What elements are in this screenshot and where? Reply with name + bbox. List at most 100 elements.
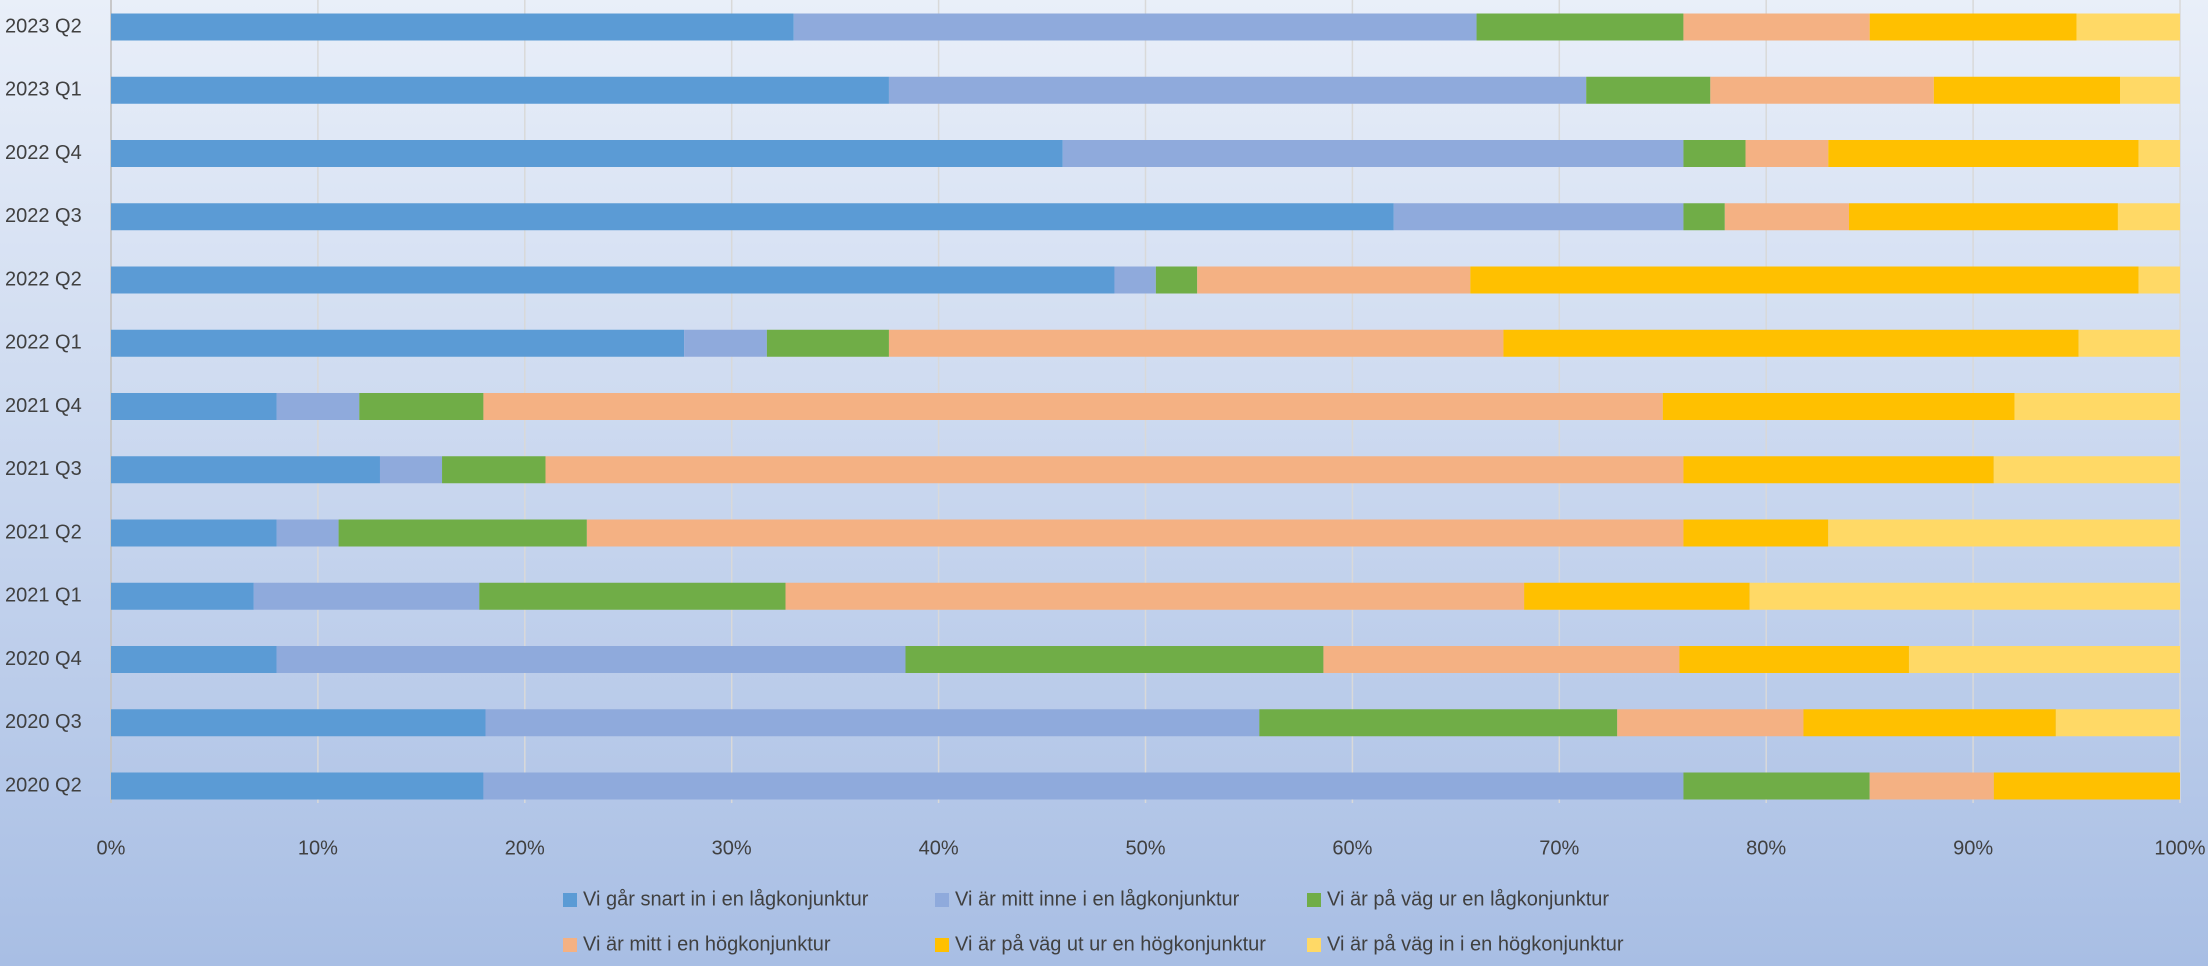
bar-segment <box>1683 772 1870 800</box>
bar-segment <box>1828 519 2180 547</box>
bar-segment <box>485 709 1260 737</box>
bar-segment <box>1828 140 2139 167</box>
bar-segment <box>888 76 1587 104</box>
bar-segment <box>1869 772 1994 800</box>
bar-segment <box>253 582 480 610</box>
x-tick-label: 10% <box>298 837 338 859</box>
y-tick-label: 2020 Q2 <box>5 774 82 796</box>
bar-segment <box>888 329 1504 357</box>
bar-segment <box>111 266 1115 294</box>
bar-segment <box>1586 76 1711 104</box>
legend-swatch <box>935 938 949 952</box>
bar-segment <box>2117 203 2180 231</box>
bar-segment <box>1259 709 1618 737</box>
bar-segment <box>1933 76 2120 104</box>
bar-segment <box>1869 13 2077 41</box>
bar-segment <box>793 13 1477 41</box>
bar-segment <box>379 456 443 484</box>
x-tick-label: 50% <box>1125 837 1165 859</box>
bar-segment <box>1617 709 1804 737</box>
bar-segment <box>1803 709 2056 737</box>
bar-segment <box>359 393 484 420</box>
bar-segment <box>111 13 794 41</box>
bar-segment <box>1724 203 1849 231</box>
bar-segment <box>1114 266 1156 294</box>
y-tick-label: 2022 Q2 <box>5 268 82 290</box>
y-tick-label: 2022 Q3 <box>5 205 82 227</box>
x-tick-label: 60% <box>1332 837 1372 859</box>
bar-segment <box>1908 646 2180 673</box>
bar-segment <box>1993 456 2180 484</box>
bar-segment <box>2055 709 2180 737</box>
legend-label: Vi är på väg ur en lågkonjunktur <box>1327 888 1609 910</box>
bar-segment <box>111 456 380 484</box>
bar-segment <box>2119 76 2180 104</box>
x-tick-label: 40% <box>919 837 959 859</box>
y-tick-label: 2020 Q3 <box>5 711 82 733</box>
bar-segment <box>479 582 786 610</box>
y-tick-label: 2020 Q4 <box>5 648 82 670</box>
bar-segment <box>586 519 1684 547</box>
bar-segment <box>1683 203 1725 231</box>
bar-segment <box>1393 203 1684 231</box>
bar-segment <box>442 456 546 484</box>
bar-segment <box>1993 772 2180 800</box>
bar-segment <box>1749 582 2180 610</box>
bar-segment <box>1683 140 1746 167</box>
bar-segment <box>2076 13 2180 41</box>
bar-segment <box>111 772 484 800</box>
bar-segment <box>338 519 587 547</box>
bar-segment <box>111 646 277 673</box>
y-tick-label: 2023 Q1 <box>5 79 82 101</box>
bar-segment <box>111 519 277 547</box>
y-tick-label: 2021 Q1 <box>5 585 82 607</box>
bar-segment <box>276 646 906 673</box>
legend-label: Vi är mitt i en högkonjunktur <box>583 933 831 955</box>
bar-segment <box>2138 266 2180 294</box>
bar-segment <box>785 582 1525 610</box>
bar-segment <box>1470 266 2139 294</box>
bar-segment <box>2138 140 2180 167</box>
bar-segment <box>1197 266 1471 294</box>
bar-segment <box>684 329 767 357</box>
bar-segment <box>483 393 1663 420</box>
y-tick-label: 2022 Q1 <box>5 332 82 354</box>
bar-segment <box>111 76 889 104</box>
bar-segment <box>483 772 1684 800</box>
bar-segment <box>111 709 486 737</box>
legend-label: Vi är på väg in i en högkonjunktur <box>1327 933 1624 955</box>
bar-segment <box>545 456 1684 484</box>
x-tick-label: 30% <box>712 837 752 859</box>
bar-segment <box>1323 646 1680 673</box>
bar-segment <box>1683 456 1994 484</box>
legend-swatch <box>1307 893 1321 907</box>
legend-swatch <box>563 893 577 907</box>
y-tick-label: 2021 Q2 <box>5 521 82 543</box>
legend-swatch <box>563 938 577 952</box>
y-tick-label: 2023 Q2 <box>5 15 82 37</box>
x-tick-label: 90% <box>1953 837 1993 859</box>
bar-segment <box>2078 329 2180 357</box>
bar-segment <box>1155 266 1198 294</box>
bar-segment <box>1710 76 1934 104</box>
x-tick-label: 20% <box>505 837 545 859</box>
legend-label: Vi går snart in i en lågkonjunktur <box>583 888 869 910</box>
bar-segment <box>1745 140 1829 167</box>
bar-segment <box>276 393 360 420</box>
bar-segment <box>766 329 889 357</box>
bar-segment <box>905 646 1324 673</box>
x-tick-label: 100% <box>2154 837 2205 859</box>
bar-segment <box>111 329 685 357</box>
bar-segment <box>1524 582 1750 610</box>
bar-segment <box>1503 329 2079 357</box>
x-tick-label: 0% <box>97 837 126 859</box>
x-tick-label: 70% <box>1539 837 1579 859</box>
bar-segment <box>2014 393 2180 420</box>
bar-segment <box>1848 203 2118 231</box>
bar-segment <box>111 203 1394 231</box>
y-tick-label: 2021 Q3 <box>5 458 82 480</box>
x-tick-label: 80% <box>1746 837 1786 859</box>
bar-segment <box>111 140 1063 167</box>
y-tick-label: 2022 Q4 <box>5 142 82 164</box>
